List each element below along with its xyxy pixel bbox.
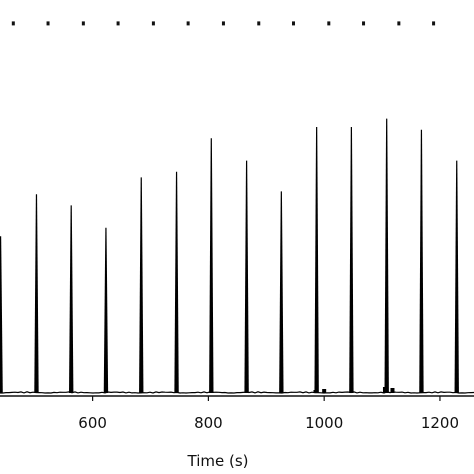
peak-13 [419, 129, 424, 394]
peak-7 [209, 138, 214, 393]
noise-burst-1 [313, 390, 318, 393]
marker-9 [291, 21, 295, 26]
baseline-signal [0, 391, 474, 394]
peak-series [0, 118, 474, 394]
marker-12 [397, 21, 401, 26]
marker-11 [362, 21, 366, 26]
peak-2 [34, 194, 39, 393]
x-axis-title: Time (s) [187, 452, 249, 470]
peak-4 [103, 227, 109, 393]
noise-burst-2 [322, 389, 327, 393]
marker-2 [46, 21, 50, 26]
peak-14 [454, 160, 459, 393]
peak-6 [174, 171, 179, 393]
peak-1 [0, 236, 3, 393]
noise-burst-3 [382, 387, 387, 393]
peak-10 [314, 127, 319, 393]
peak-9 [279, 191, 284, 393]
peak-5 [139, 177, 144, 393]
injection-markers [11, 21, 436, 26]
peak-8 [244, 160, 249, 393]
x-axis-ticks: 600 800 1000 1200 [78, 396, 459, 432]
marker-1 [11, 21, 15, 26]
marker-3 [81, 21, 85, 26]
x-tick-label: 800 [194, 414, 223, 432]
x-tick-label: 1200 [421, 414, 459, 432]
x-tick-label: 600 [78, 414, 107, 432]
marker-6 [186, 21, 190, 26]
marker-10 [327, 21, 331, 26]
x-tick-label: 1000 [305, 414, 343, 432]
marker-4 [116, 21, 120, 26]
marker-5 [151, 21, 155, 26]
marker-13 [432, 21, 436, 26]
peak-12 [384, 118, 389, 393]
marker-7 [221, 21, 225, 26]
peak-11 [349, 127, 354, 393]
noise-burst-4 [390, 388, 395, 393]
peak-3 [69, 205, 74, 393]
marker-8 [257, 21, 261, 26]
